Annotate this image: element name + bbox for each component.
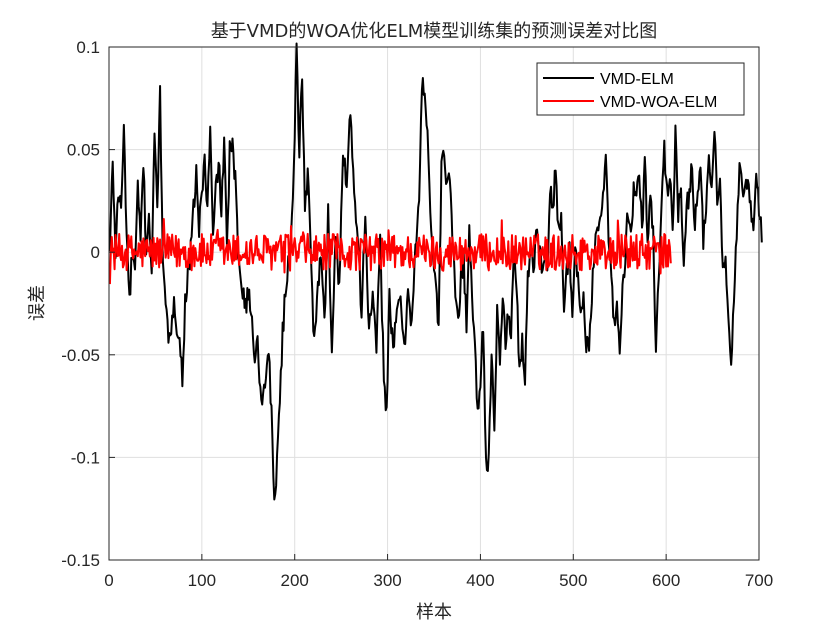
y-axis-label: 误差 [27,285,48,321]
y-tick-label: 0.05 [67,141,100,160]
y-tick-label: 0.1 [76,38,100,57]
x-tick-label: 400 [466,571,494,590]
x-tick-label: 200 [281,571,309,590]
series-layer [108,42,763,501]
legend-label-vmd-woa-elm: VMD-WOA-ELM [600,94,717,111]
x-tick-label: 0 [104,571,113,590]
legend-box [536,62,745,116]
x-tick-label: 500 [559,571,587,590]
y-tick-label: -0.1 [71,448,100,467]
x-axis-label: 样本 [416,602,452,623]
series-line-vmd-elm [108,42,763,501]
legend-label-vmd-elm: VMD-ELM [600,71,674,88]
series-line-vmd-woa-elm [108,217,672,285]
legend: VMD-ELM VMD-WOA-ELM [536,62,745,116]
plot-frame [108,46,760,561]
x-tick-label: 700 [745,571,773,590]
x-tick-label: 600 [652,571,680,590]
plot-area [109,47,759,560]
ticks [108,46,760,561]
x-tick-label: 300 [373,571,401,590]
y-tick-label: -0.15 [61,551,100,570]
y-tick-label: -0.05 [61,346,100,365]
chart-title: 基于VMD的WOA优化ELM模型训练集的预测误差对比图 [211,21,658,42]
x-tick-labels: 0 100 200 300 400 500 600 700 [104,571,773,590]
y-tick-label: 0 [91,243,100,262]
y-tick-labels: 0.1 0.05 0 -0.05 -0.1 -0.15 [61,38,100,570]
x-tick-label: 100 [188,571,216,590]
